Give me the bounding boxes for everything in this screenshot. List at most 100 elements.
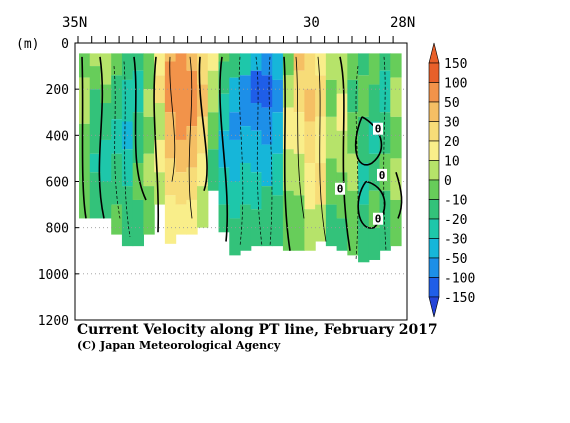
contour-line: [133, 56, 147, 201]
depth-tick-label: 600: [46, 176, 69, 191]
velocity-cell: [358, 116, 370, 164]
velocity-cell: [368, 121, 381, 154]
velocity-cell: [250, 70, 263, 104]
contour-label: 0: [337, 183, 344, 196]
colorbar-label: 100: [444, 77, 467, 92]
velocity-cell: [143, 186, 155, 235]
velocity-cell: [347, 112, 359, 154]
velocity-cell: [164, 195, 177, 244]
colorbar-swatch: [428, 199, 440, 220]
velocity-cell: [261, 107, 273, 145]
velocity-cell: [325, 79, 338, 117]
colorbar-swatch: [428, 257, 440, 278]
depth-tick-label: 200: [46, 83, 69, 98]
velocity-cell: [229, 53, 241, 78]
contour-line: [81, 56, 87, 219]
velocity-cell: [368, 190, 381, 228]
velocity-cell: [336, 93, 348, 131]
velocity-cell: [282, 75, 295, 108]
velocity-cell: [121, 186, 134, 247]
velocity-cell: [261, 53, 273, 76]
lat-label-30: 30: [303, 15, 320, 31]
velocity-cell: [261, 144, 273, 187]
velocity-cell: [229, 77, 241, 113]
contour-line: [355, 66, 359, 261]
contour-line: [295, 56, 305, 219]
depth-tick-label: 1000: [38, 268, 69, 283]
velocity-cell: [154, 139, 166, 173]
contour-line: [255, 56, 263, 247]
velocity-cell: [347, 79, 359, 113]
velocity-cell: [154, 53, 166, 76]
velocity-cell: [304, 209, 316, 251]
velocity-cell: [379, 70, 391, 113]
velocity-cell: [132, 163, 144, 200]
velocity-cell: [100, 84, 112, 104]
velocity-cell: [218, 167, 230, 205]
velocity-cell: [175, 139, 187, 173]
velocity-cell: [272, 53, 284, 80]
contour-label: 0: [375, 213, 382, 226]
colorbar-swatch: [428, 121, 440, 142]
velocity-cell: [358, 75, 370, 117]
velocity-cell: [143, 116, 155, 154]
velocity-cell: [121, 53, 134, 80]
colorbar-swatch: [428, 82, 440, 103]
velocity-cell: [132, 53, 144, 71]
velocity-cell: [293, 70, 305, 113]
velocity-cell: [100, 103, 112, 140]
velocity-cell: [132, 70, 144, 113]
contour-line: [188, 56, 193, 219]
contour-label-bg: [335, 182, 345, 195]
velocity-cell: [315, 75, 327, 117]
velocity-cell: [197, 116, 209, 154]
velocity-cell: [315, 116, 327, 164]
velocity-cell: [79, 123, 91, 219]
velocity-cell: [347, 153, 359, 191]
velocity-cell: [304, 163, 316, 210]
velocity-cell: [132, 112, 144, 164]
contour-line: [169, 56, 176, 182]
velocity-cell: [143, 89, 155, 117]
velocity-cell: [197, 186, 209, 228]
velocity-cell: [143, 53, 155, 90]
depth-tick-label: 400: [46, 129, 69, 144]
colorbar-label: -100: [444, 272, 475, 287]
velocity-cell: [272, 79, 284, 113]
velocity-cell: [229, 218, 241, 256]
velocity-cell: [207, 53, 220, 71]
velocity-cell: [282, 149, 295, 191]
contour-label: 0: [379, 169, 386, 182]
velocity-cell: [368, 153, 381, 191]
colorbar-swatch: [428, 62, 440, 83]
velocity-cell: [111, 204, 123, 235]
velocity-cell: [89, 53, 102, 67]
velocity-cell: [89, 172, 102, 219]
velocity-cell: [315, 53, 327, 76]
velocity-cell: [111, 119, 123, 154]
velocity-cell: [390, 53, 402, 78]
velocity-cell: [229, 112, 241, 140]
velocity-cell: [379, 112, 391, 154]
plot-area: 0 0 0 0: [74, 42, 408, 321]
velocity-cell: [240, 163, 252, 205]
contour-line: [123, 61, 131, 237]
velocity-cell: [390, 77, 402, 117]
velocity-cell: [218, 61, 230, 94]
y-unit-label: (m): [16, 37, 39, 52]
velocity-cell: [336, 172, 348, 219]
colorbar-swatch: [428, 160, 440, 181]
velocity-cell: [272, 195, 284, 247]
velocity-cell: [293, 53, 305, 71]
velocity-cell: [175, 53, 187, 140]
velocity-cell: [358, 53, 370, 76]
colorbar-swatch: [428, 179, 440, 200]
colorbar-label: 150: [444, 57, 467, 72]
velocity-cell: [175, 172, 187, 205]
contour-line: [317, 56, 327, 242]
contour-label: 0: [375, 123, 382, 136]
velocity-cell: [121, 79, 134, 122]
velocity-cell: [89, 89, 102, 154]
velocity-cell: [197, 153, 209, 187]
